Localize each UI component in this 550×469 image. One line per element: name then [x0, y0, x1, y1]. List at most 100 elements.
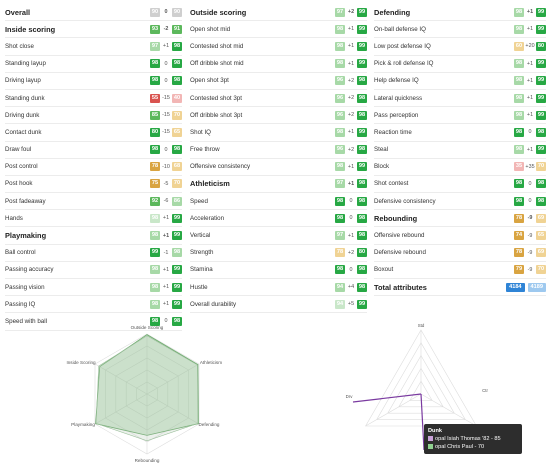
attr-label: Post hook	[5, 180, 33, 188]
rating-player-a: 98	[150, 145, 160, 155]
rating-diff: +2	[347, 9, 355, 16]
attr-label: Boxout	[374, 266, 394, 274]
rating-player-a: 60	[514, 41, 524, 51]
attr-row-contested-shot-3pt: Contested shot 3pt 96 +2 98	[190, 90, 367, 108]
rating-player-b: 91	[172, 24, 182, 34]
attr-label: Reaction time	[374, 128, 412, 136]
radar2-axis-label: Drv	[346, 394, 354, 399]
attr-label: Lateral quickness	[374, 94, 423, 102]
attr-label: Shot contest	[374, 180, 409, 188]
rating-diff: +2	[347, 95, 355, 102]
rating-diff: 0	[164, 9, 168, 16]
rating-player-b: 98	[357, 282, 367, 292]
attr-label: Speed with ball	[5, 317, 47, 325]
rating-player-a: 98	[335, 196, 345, 206]
rating-player-b: 68	[172, 162, 182, 172]
rating-player-a: 98	[150, 59, 160, 69]
rating-player-b: 98	[357, 213, 367, 223]
attr-row-pass-perception: Pass perception 98 +1 99	[374, 107, 546, 125]
rating-player-b: 98	[536, 196, 546, 206]
attr-row-passing-accuracy: Passing accuracy 98 +1 99	[5, 262, 182, 279]
rating-player-a: 78	[514, 213, 524, 223]
attr-label: Steal	[374, 146, 389, 154]
dunk-series-line	[352, 393, 422, 403]
rating-player-a: 90	[150, 7, 160, 17]
attr-label: Passing accuracy	[5, 266, 54, 274]
rating-diff: +20	[525, 43, 535, 50]
rating-player-a: 78	[335, 248, 345, 258]
attributes-column-3: Defending 98 +1 99 On-ball defense IQ 98 +1 99 L…	[374, 4, 546, 297]
attr-label: Contact dunk	[5, 128, 42, 136]
rating-player-b: 99	[536, 93, 546, 103]
rating-diff: 0	[349, 266, 353, 273]
rating-diff: 0	[349, 215, 353, 222]
rating-player-a: 85	[150, 110, 160, 120]
attr-label: Defending	[374, 7, 411, 17]
attr-label: Acceleration	[190, 214, 225, 222]
rating-player-b: 98	[536, 179, 546, 189]
rating-player-a: 98	[514, 24, 524, 34]
rating-player-a: 74	[514, 231, 524, 241]
rating-player-a: 98	[150, 231, 160, 241]
rating-player-b: 99	[357, 41, 367, 51]
rating-diff: 0	[164, 77, 168, 84]
rating-diff: +1	[526, 146, 534, 153]
attr-label: Outside scoring	[190, 7, 247, 17]
attr-row-draw-foul: Draw foul 98 0 98	[5, 142, 182, 159]
rating-player-a: 98	[335, 59, 345, 69]
attr-label: Shot IQ	[190, 128, 211, 136]
attr-row-defensive-consistency: Defensive consistency 98 0 98	[374, 193, 546, 211]
rating-player-b: 99	[536, 7, 546, 17]
attr-row-driving-layup: Driving layup 98 0 98	[5, 73, 182, 90]
rating-player-b: 80	[357, 248, 367, 258]
rating-player-b: 69	[536, 248, 546, 258]
rating-player-b: 70	[172, 179, 182, 189]
tooltip-line-2: opal Chris Paul - 70	[428, 443, 518, 451]
radar-axis-label: Athleticism	[200, 360, 222, 365]
rating-diff: +1	[347, 60, 355, 67]
rating-diff: +2	[347, 77, 355, 84]
attr-row-speed-with-ball: Speed with ball 98 0 98	[5, 313, 182, 331]
rating-player-b: 70	[536, 162, 546, 172]
rating-diff: +1	[347, 26, 355, 33]
rating-player-a: 98	[514, 179, 524, 189]
rating-player-b: 99	[536, 59, 546, 69]
rating-diff: +1	[162, 232, 170, 239]
rating-player-b: 65	[172, 127, 182, 137]
attr-row-contact-dunk: Contact dunk 80 -15 65	[5, 124, 182, 142]
attr-label: Defensive rebound	[374, 249, 426, 257]
attr-row-defensive-rebound: Defensive rebound 78 -9 69	[374, 245, 546, 262]
attr-row-shot-contest: Shot contest 98 0 98	[374, 176, 546, 194]
rating-player-b: 99	[172, 282, 182, 292]
attr-row-lateral-quickness: Lateral quickness 98 +1 99	[374, 90, 546, 108]
rating-player-a: 98	[335, 162, 345, 172]
attr-label: Help defense IQ	[374, 77, 419, 85]
rating-player-b: 98	[357, 76, 367, 86]
attr-label: Open shot 3pt	[190, 77, 229, 85]
attr-row-offensive-rebound: Offensive rebound 74 -9 65	[374, 227, 546, 245]
attr-row-reaction-time: Reaction time 98 0 98	[374, 124, 546, 142]
rating-player-b: 98	[172, 248, 182, 258]
rating-player-b: 65	[536, 231, 546, 241]
rating-diff: +2	[347, 146, 355, 153]
attr-row-hands: Hands 98 +1 99	[5, 210, 182, 228]
rating-player-a: 97	[335, 7, 345, 17]
rating-diff: +1	[526, 77, 534, 84]
attr-row-post-hook: Post hook 75 -5 70	[5, 176, 182, 194]
rating-player-a: 98	[335, 41, 345, 51]
attr-label: Playmaking	[5, 231, 47, 241]
rating-player-b: 86	[172, 196, 182, 206]
rating-diff: -15	[162, 129, 170, 136]
rating-player-b: 98	[172, 41, 182, 51]
rating-player-b: 99	[357, 59, 367, 69]
rating-player-a: 94	[335, 282, 345, 292]
attr-label: Driving layup	[5, 77, 41, 85]
attr-row-free-throw: Free throw 96 +2 98	[190, 142, 367, 159]
attr-row-open-shot-mid: Open shot mid 98 +1 99	[190, 21, 367, 39]
attr-label: Block	[374, 163, 390, 171]
radar-axis-label: Inside Scoring	[66, 360, 96, 365]
rating-diff: +1	[162, 284, 170, 291]
rating-diff: +1	[347, 163, 355, 170]
rating-player-b: 99	[172, 231, 182, 241]
rating-diff: -15	[162, 95, 170, 102]
